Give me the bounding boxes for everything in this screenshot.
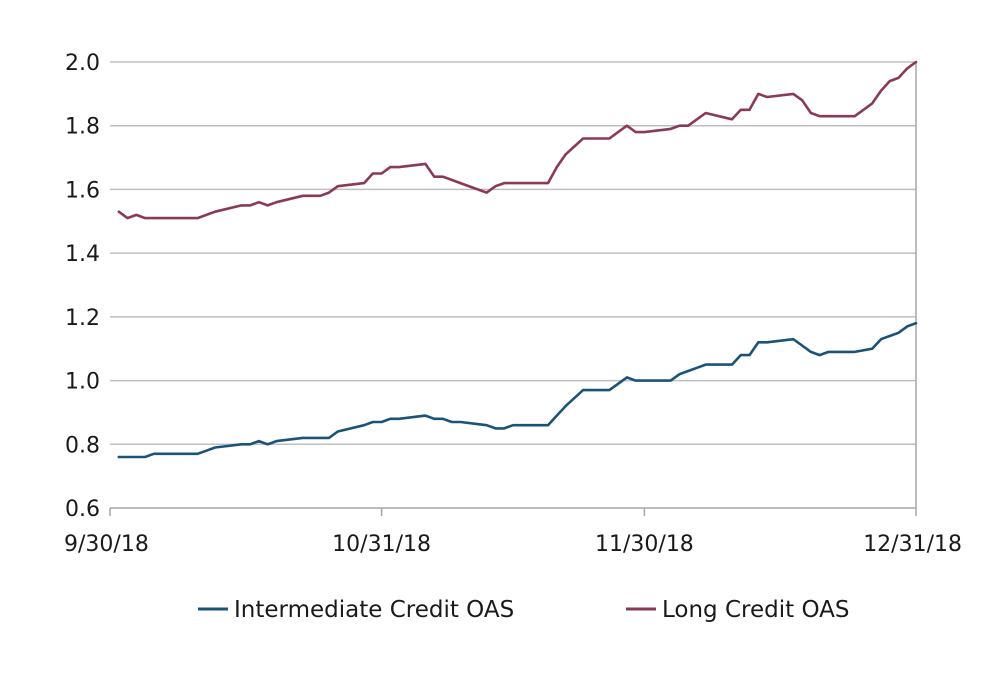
x-tick-label: 10/31/18 <box>332 532 431 557</box>
series-line-1 <box>117 60 918 220</box>
y-gridlines <box>110 61 916 446</box>
series-lines <box>117 60 918 459</box>
x-tick-labels: 9/30/18 10/31/18 11/30/18 12/31/18 <box>64 508 962 557</box>
legend-label: Intermediate Credit OAS <box>234 597 514 623</box>
y-tick-label: 0.8 <box>65 433 100 458</box>
series-line-0 <box>117 321 918 459</box>
y-tick-labels: 0.6 0.8 1.0 1.2 1.4 1.6 1.8 2.0 <box>65 51 100 522</box>
y-tick-label: 1.6 <box>65 178 100 203</box>
y-tick-label: 0.6 <box>65 497 100 522</box>
x-tick-label: 11/30/18 <box>595 532 694 557</box>
x-tick-label: 12/31/18 <box>863 532 962 557</box>
y-tick-label: 1.2 <box>65 306 100 331</box>
legend-label: Long Credit OAS <box>662 597 849 623</box>
y-tick-label: 1.0 <box>65 370 100 395</box>
legend: Intermediate Credit OAS Long Credit OAS <box>198 597 849 623</box>
y-tick-label: 1.8 <box>65 115 100 140</box>
y-tick-label: 2.0 <box>65 51 100 76</box>
y-tick-label: 1.4 <box>65 242 100 267</box>
x-tick-label: 9/30/18 <box>64 532 149 557</box>
